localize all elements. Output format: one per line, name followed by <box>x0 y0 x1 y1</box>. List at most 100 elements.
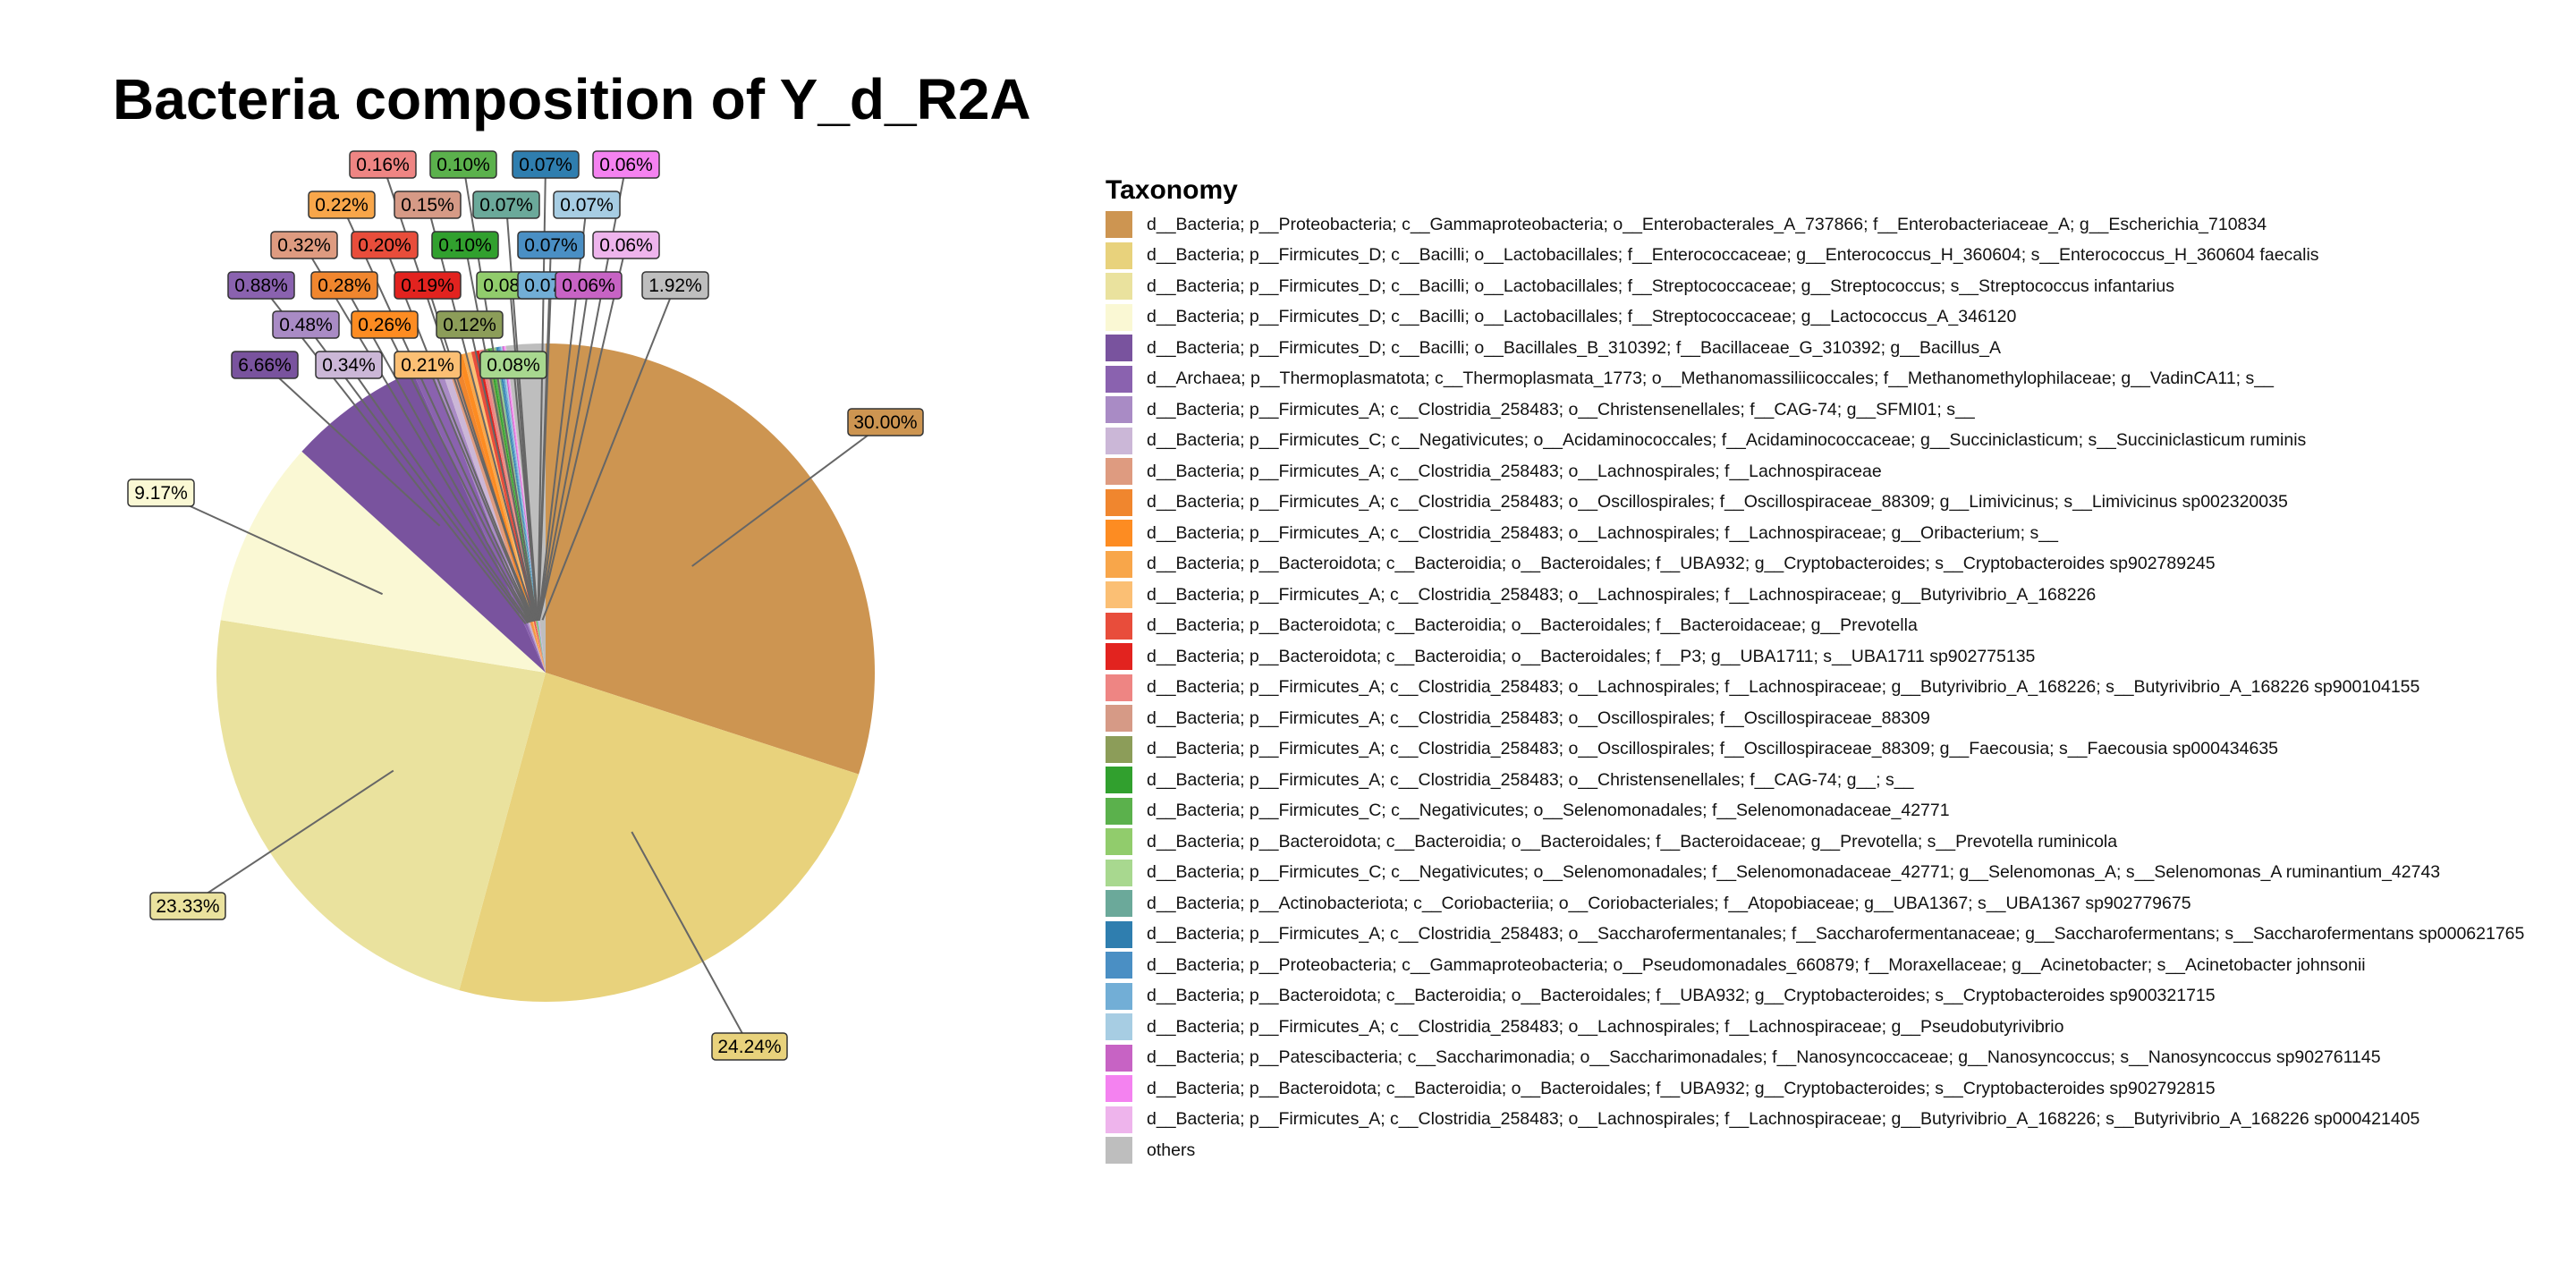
legend-swatch <box>1106 828 1132 856</box>
pie-label: 0.06% <box>592 231 660 259</box>
leader-line <box>187 769 394 907</box>
pie-label: 0.26% <box>351 310 419 339</box>
pie-label: 0.10% <box>429 150 497 179</box>
legend-label: d__Bacteria; p__Firmicutes_C; c__Negativ… <box>1147 862 2441 883</box>
legend-label: d__Bacteria; p__Proteobacteria; c__Gamma… <box>1147 214 2267 234</box>
pie-label-text: 0.22% <box>315 195 369 216</box>
legend-item: d__Bacteria; p__Patescibacteria; c__Sacc… <box>1106 1043 2563 1074</box>
legend-swatch <box>1106 458 1132 486</box>
pie-label: 0.22% <box>308 191 376 219</box>
legend-item: d__Bacteria; p__Bacteroidota; c__Bactero… <box>1106 981 2563 1013</box>
legend-label: d__Bacteria; p__Bacteroidota; c__Bactero… <box>1147 615 1918 636</box>
legend-label: d__Bacteria; p__Firmicutes_A; c__Clostri… <box>1147 1109 2420 1130</box>
pie-label-box <box>431 231 499 259</box>
legend-swatch <box>1106 242 1132 269</box>
legend-label: d__Bacteria; p__Firmicutes_A; c__Clostri… <box>1147 739 2279 759</box>
legend-item: d__Bacteria; p__Firmicutes_D; c__Bacilli… <box>1106 241 2563 272</box>
pie-label-text: 0.88% <box>234 275 288 296</box>
pie-label-text: 0.07% <box>560 195 614 216</box>
leader-line <box>513 364 538 621</box>
legend-swatch <box>1106 920 1132 948</box>
pie-label-text: 0.07% <box>479 195 533 216</box>
legend-label: d__Bacteria; p__Patescibacteria; c__Sacc… <box>1147 1047 2381 1068</box>
legend-label: d__Bacteria; p__Firmicutes_A; c__Clostri… <box>1147 924 2525 945</box>
legend-item: d__Archaea; p__Thermoplasmatota; c__Ther… <box>1106 364 2563 395</box>
pie-label-text: 0.08% <box>487 355 540 376</box>
pie-labels: 30.00% 24.24% 23.33% 9.17% 6.66% 0.88% 0.48% 0.… <box>127 150 924 1061</box>
legend-swatch <box>1106 1137 1132 1165</box>
pie-label-box <box>394 271 462 300</box>
legend-label: d__Bacteria; p__Bacteroidota; c__Bactero… <box>1147 986 2216 1006</box>
pie-label: 0.16% <box>349 150 417 179</box>
pie-slice <box>220 451 547 673</box>
pie-slice <box>497 346 546 673</box>
legend-label: d__Bacteria; p__Firmicutes_C; c__Negativ… <box>1147 430 2307 451</box>
legend-swatch <box>1106 365 1132 393</box>
pie-label-text: 0.10% <box>438 235 492 256</box>
legend: Taxonomy d__Bacteria; p__Proteobacteria;… <box>1106 172 2563 1166</box>
pie-label: 0.12% <box>436 310 504 339</box>
leader-line <box>343 284 532 623</box>
leader-line <box>538 244 627 621</box>
pie-label-text: 1.92% <box>648 275 702 296</box>
legend-swatch <box>1106 643 1132 671</box>
pie-label-box <box>553 191 621 219</box>
legend-item: d__Bacteria; p__Bacteroidota; c__Bactero… <box>1106 1073 2563 1105</box>
legend-label: d__Archaea; p__Thermoplasmatota; c__Ther… <box>1147 369 2274 389</box>
legend-swatch <box>1106 767 1132 794</box>
pie-slice <box>412 364 546 673</box>
pie-label: 0.32% <box>270 231 338 259</box>
pie-label-text: 0.48% <box>279 315 333 335</box>
legend-item: d__Bacteria; p__Firmicutes_A; c__Clostri… <box>1106 734 2563 766</box>
leader-line <box>384 244 535 622</box>
pie-label-text: 0.19% <box>401 275 454 296</box>
pie-label-box <box>512 150 580 179</box>
legend-item: d__Bacteria; p__Firmicutes_A; c__Clostri… <box>1106 487 2563 519</box>
legend-swatch <box>1106 1013 1132 1041</box>
pie-label: 0.34% <box>315 351 383 379</box>
legend-label: d__Bacteria; p__Firmicutes_A; c__Clostri… <box>1147 708 1930 728</box>
legend-item: d__Bacteria; p__Firmicutes_A; c__Clostri… <box>1106 1012 2563 1043</box>
pie-label: 0.48% <box>272 310 340 339</box>
legend-label: d__Bacteria; p__Firmicutes_D; c__Bacilli… <box>1147 245 2319 266</box>
pie-label: 6.66% <box>231 351 299 379</box>
pie-label: 0.88% <box>227 271 295 300</box>
legend-items: d__Bacteria; p__Proteobacteria; c__Gamma… <box>1106 209 2563 1166</box>
leader-line <box>260 284 527 625</box>
legend-swatch <box>1106 952 1132 979</box>
legend-item: d__Bacteria; p__Firmicutes_A; c__Clostri… <box>1106 765 2563 796</box>
legend-label: d__Bacteria; p__Bacteroidota; c__Bactero… <box>1147 646 2036 666</box>
pie-label-text: 0.15% <box>401 195 454 216</box>
pie-label: 0.06% <box>555 271 623 300</box>
legend-label: d__Bacteria; p__Firmicutes_A; c__Clostri… <box>1147 584 2097 605</box>
leader-line <box>264 364 441 527</box>
pie-label-box <box>149 892 226 920</box>
pie-label-text: 0.06% <box>599 155 653 175</box>
leader-line <box>538 284 589 621</box>
legend-item: d__Bacteria; p__Firmicutes_C; c__Negativ… <box>1106 426 2563 457</box>
legend-swatch <box>1106 520 1132 547</box>
pie-slice <box>546 343 875 775</box>
pie-label-text: 0.34% <box>322 355 376 376</box>
legend-item: d__Bacteria; p__Bacteroidota; c__Bactero… <box>1106 641 2563 673</box>
leader-line <box>631 831 750 1047</box>
legend-swatch <box>1106 273 1132 301</box>
legend-item: d__Bacteria; p__Firmicutes_D; c__Bacilli… <box>1106 333 2563 364</box>
pie-label: 0.07% <box>472 191 540 219</box>
legend-label: d__Bacteria; p__Firmicutes_A; c__Clostri… <box>1147 677 2420 698</box>
pie-label-box <box>315 351 383 379</box>
pie-label-box <box>227 271 295 300</box>
legend-swatch <box>1106 396 1132 424</box>
chart-title: Bacteria composition of Y_d_R2A <box>113 67 1031 131</box>
pie-label-text: 0.07% <box>524 235 578 256</box>
legend-item: d__Bacteria; p__Bacteroidota; c__Bactero… <box>1106 549 2563 580</box>
pie-label: 0.07% <box>517 231 585 259</box>
legend-swatch <box>1106 1106 1132 1133</box>
legend-swatch <box>1106 211 1132 239</box>
pie-label-text: 0.32% <box>277 235 331 256</box>
pie-label-box <box>310 271 378 300</box>
pie-label: 0.07% <box>512 150 580 179</box>
pie-label: 0.06% <box>592 150 660 179</box>
legend-label: d__Bacteria; p__Firmicutes_C; c__Negativ… <box>1147 801 1950 821</box>
pie-label-box <box>308 191 376 219</box>
